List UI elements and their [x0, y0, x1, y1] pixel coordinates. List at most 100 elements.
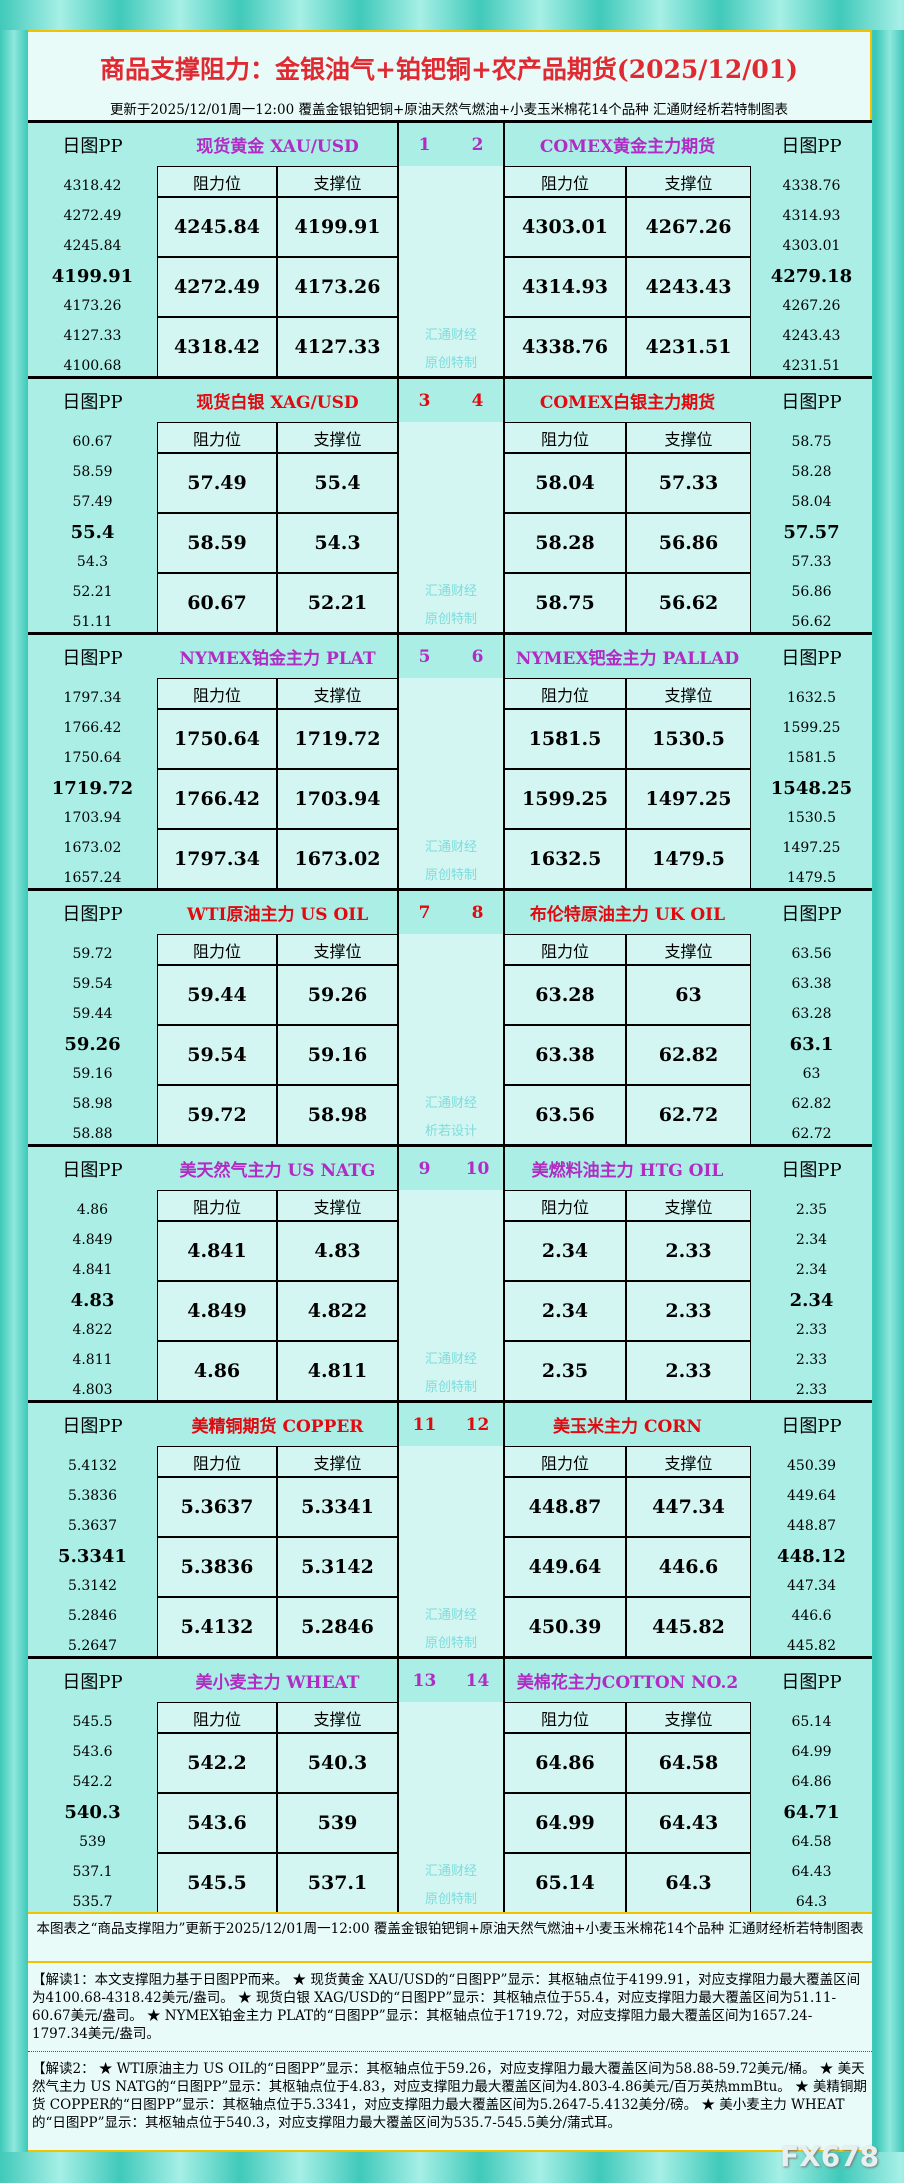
support-value-right: 64.58 [626, 1733, 751, 1793]
divider [503, 379, 505, 635]
pp-label-left: 日图PP [62, 647, 123, 669]
support-value-left: 52.21 [277, 573, 398, 633]
pp-level-right: 4267.26 [782, 298, 841, 314]
pp-label-left: 日图PP [62, 903, 123, 925]
pp-level-left: 54.3 [76, 554, 109, 570]
resistance-value-left: 4272.49 [157, 257, 277, 317]
commodity-section: 日图PP 日图PP 现货白银 XAG/USD COMEX白银主力期货 3 4 60.67 58… [28, 376, 872, 635]
resistance-value-right: 2.35 [504, 1341, 626, 1401]
pp-level-right: 1599.25 [782, 720, 841, 736]
pp-level-right: 4303.01 [782, 238, 841, 254]
pivot-point-right: 4279.18 [770, 265, 853, 287]
resistance-value-left: 59.72 [157, 1085, 277, 1145]
resistance-value-right: 64.86 [504, 1733, 626, 1793]
bottom-decorative-band [0, 2152, 904, 2183]
commodity-section: 日图PP 日图PP 美天然气主力 US NATG 美燃料油主力 HTG OIL 9 10 4… [28, 1144, 872, 1403]
support-header-left: 支撑位 [277, 934, 398, 965]
support-header-right: 支撑位 [626, 678, 751, 709]
pp-label-left: 日图PP [62, 1671, 123, 1693]
support-value-right: 2.33 [626, 1281, 751, 1341]
resistance-value-left: 59.54 [157, 1025, 277, 1085]
pp-level-right: 62.72 [791, 1126, 832, 1142]
support-value-left: 55.4 [277, 453, 398, 513]
resistance-value-left: 5.3637 [157, 1477, 277, 1537]
section-number-left: 1 [418, 134, 431, 155]
support-value-left: 539 [277, 1793, 398, 1853]
pp-level-left: 58.88 [72, 1126, 113, 1142]
pp-level-right: 1497.25 [782, 840, 841, 856]
pp-level-right: 2.33 [795, 1382, 828, 1398]
divider [397, 891, 399, 1147]
section-number-right: 12 [465, 1414, 490, 1435]
pp-level-right: 2.35 [795, 1202, 828, 1218]
resistance-value-left: 4318.42 [157, 317, 277, 377]
resistance-value-left: 5.4132 [157, 1597, 277, 1657]
pp-level-right: 56.86 [791, 584, 832, 600]
pp-level-right: 64.58 [791, 1834, 832, 1850]
pp-level-left: 1673.02 [63, 840, 122, 856]
pp-level-right: 4231.51 [782, 358, 841, 374]
pivot-point-right: 448.12 [777, 1545, 846, 1567]
middle-column [398, 1190, 504, 1403]
pp-level-right: 62.82 [791, 1096, 832, 1112]
middle-column [398, 1702, 504, 1915]
pp-level-right: 63 [802, 1066, 821, 1082]
pp-level-left: 539 [79, 1834, 106, 1850]
middle-column [398, 1446, 504, 1659]
support-value-right: 447.34 [626, 1477, 751, 1537]
pp-level-left: 51.11 [72, 614, 113, 630]
pp-level-left: 537.1 [72, 1864, 113, 1880]
pp-level-left: 4100.68 [63, 358, 122, 374]
resistance-header-left: 阻力位 [157, 1446, 277, 1477]
support-value-left: 4173.26 [277, 257, 398, 317]
resistance-header-left: 阻力位 [157, 678, 277, 709]
pp-level-right: 4338.76 [782, 178, 841, 194]
pp-level-right: 64.3 [795, 1894, 828, 1910]
support-value-left: 5.3142 [277, 1537, 398, 1597]
pivot-point-right: 64.71 [783, 1801, 840, 1823]
commodity-section: 日图PP 日图PP NYMEX铂金主力 PLAT NYMEX钯金主力 PALLAD 5 6… [28, 632, 872, 891]
pp-label-left: 日图PP [62, 1415, 123, 1437]
pp-level-left: 5.2846 [68, 1608, 117, 1624]
commodity-section: 日图PP 日图PP WTI原油主力 US OIL 布伦特原油主力 UK OIL 7 8 59… [28, 888, 872, 1147]
support-header-right: 支撑位 [626, 1190, 751, 1221]
resistance-value-right: 4338.76 [504, 317, 626, 377]
pp-level-left: 4245.84 [63, 238, 122, 254]
page-subtitle: 更新于2025/12/01周一12:00 覆盖金银铂钯铜+原油天然气燃油+小麦玉… [109, 102, 789, 118]
divider [503, 1659, 505, 1915]
support-value-left: 1703.94 [277, 769, 398, 829]
support-value-right: 4231.51 [626, 317, 751, 377]
resistance-value-left: 545.5 [157, 1853, 277, 1913]
product-name-right: NYMEX钯金主力 PALLAD [515, 649, 740, 669]
support-header-right: 支撑位 [626, 1446, 751, 1477]
divider [397, 1147, 399, 1403]
resistance-value-right: 1599.25 [504, 769, 626, 829]
pp-level-right: 64.99 [791, 1744, 832, 1760]
pp-level-right: 56.62 [791, 614, 832, 630]
resistance-value-right: 1632.5 [504, 829, 626, 889]
resistance-header-left: 阻力位 [157, 1190, 277, 1221]
support-value-right: 1497.25 [626, 769, 751, 829]
pp-level-left: 545.5 [72, 1714, 113, 1730]
support-value-right: 57.33 [626, 453, 751, 513]
pp-level-left: 59.44 [72, 1006, 113, 1022]
pp-level-right: 446.6 [791, 1608, 832, 1624]
pp-level-right: 449.64 [787, 1488, 836, 1504]
pp-level-right: 63.28 [791, 1006, 832, 1022]
pp-level-left: 5.4132 [68, 1458, 117, 1474]
watermark-line-1: 汇通财经 [424, 1607, 477, 1623]
support-value-left: 59.26 [277, 965, 398, 1025]
section-number-left: 5 [418, 646, 431, 667]
pp-level-left: 5.3142 [68, 1578, 117, 1594]
resistance-header-right: 阻力位 [504, 1446, 626, 1477]
watermark-line-2: 原创特制 [424, 355, 477, 371]
product-name-left: 美小麦主力 WHEAT [195, 1673, 360, 1693]
divider [397, 1659, 399, 1915]
divider [503, 123, 505, 379]
section-number-right: 10 [465, 1158, 490, 1179]
pp-level-right: 58.75 [791, 434, 832, 450]
watermark-line-1: 汇通财经 [424, 839, 477, 855]
support-value-right: 1530.5 [626, 709, 751, 769]
support-value-right: 56.62 [626, 573, 751, 633]
section-number-right: 14 [465, 1670, 490, 1691]
